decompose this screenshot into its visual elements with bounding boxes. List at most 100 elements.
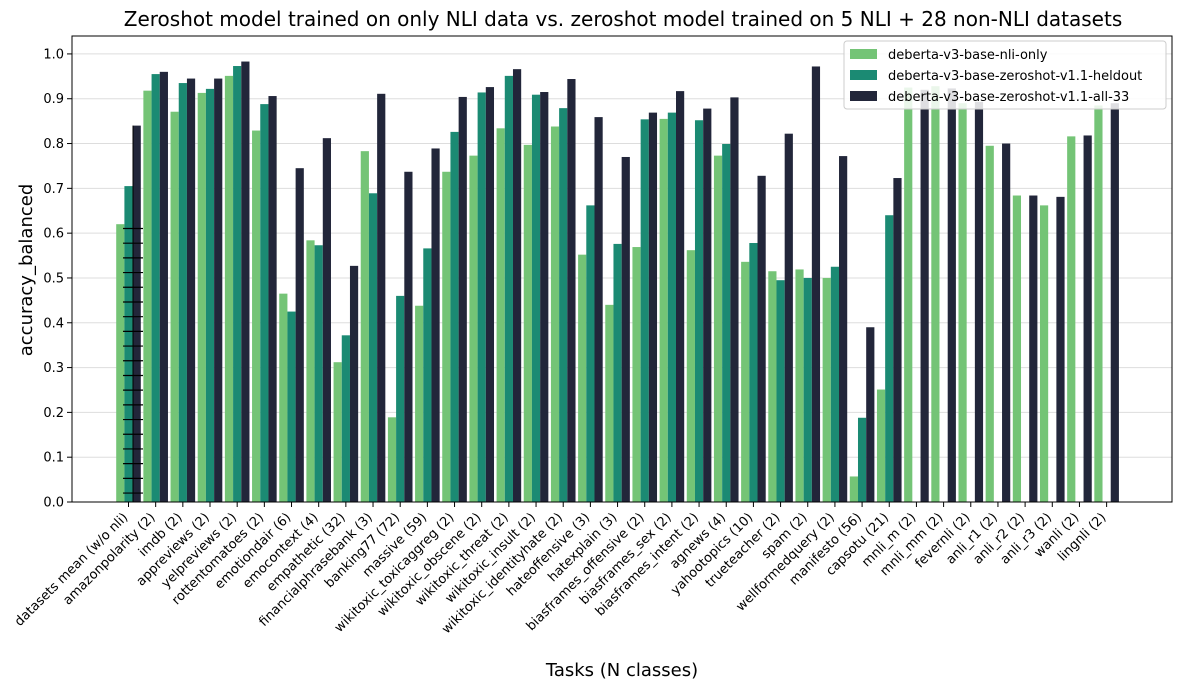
bar-1-1 (143, 90, 152, 503)
bar-1-16 (550, 126, 560, 502)
bar-1-33 (1012, 195, 1022, 502)
legend-box (843, 40, 1167, 110)
y-axis-ticks: 0.0 0.1 0.2 0.3 0.4 0.5 0.6 0.7 0.8 0.9 1.0 (43, 47, 72, 511)
bar-3-3 (214, 78, 223, 502)
plot-frame (71, 35, 1173, 503)
bar-2-2 (178, 83, 187, 502)
y-tick-label: 0.8 (43, 137, 64, 152)
bar-1-27 (849, 476, 858, 502)
y-tick-label: 0.2 (43, 406, 64, 421)
bar-3-16 (567, 79, 576, 502)
bar-1-23 (741, 261, 750, 502)
bar-2-20 (667, 112, 676, 502)
y-tick-label: 1.0 (43, 47, 64, 62)
bar-3-32 (1002, 143, 1011, 503)
bar-1-36 (1094, 105, 1103, 503)
bar-3-9 (377, 93, 386, 502)
bar-2-0 (124, 186, 133, 502)
bar-2-18 (613, 243, 622, 502)
bar-3-8 (349, 265, 359, 502)
y-tick-label: 0.9 (43, 92, 64, 107)
bars-layer (116, 61, 1119, 503)
legend-swatch-1 (850, 49, 877, 59)
legend-swatch-3 (850, 91, 877, 101)
bar-2-15 (531, 94, 541, 503)
bar-3-11 (431, 148, 440, 503)
bar-2-8 (341, 335, 350, 502)
bar-1-29 (904, 87, 913, 503)
bar-3-13 (485, 87, 495, 502)
bar-2-5 (260, 104, 269, 502)
bar-2-11 (423, 248, 432, 502)
bar-1-3 (197, 92, 206, 503)
y-tick-label: 0.5 (43, 271, 64, 286)
bar-2-22 (722, 143, 731, 502)
bar-2-23 (749, 243, 758, 502)
bar-1-15 (523, 144, 532, 502)
bar-2-4 (233, 66, 242, 503)
legend: deberta-v3-base-nli-only deberta-v3-base-… (843, 40, 1167, 110)
bar-3-1 (159, 71, 168, 502)
bar-1-22 (713, 155, 723, 502)
y-tick-label: 0.3 (43, 361, 64, 376)
bar-2-28 (885, 215, 894, 502)
bar-3-6 (295, 168, 304, 503)
bar-1-17 (578, 254, 587, 502)
bar-3-15 (540, 92, 549, 502)
bar-2-26 (830, 266, 840, 502)
bar-3-29 (920, 89, 929, 503)
bar-3-12 (458, 96, 467, 502)
bar-2-24 (776, 280, 785, 502)
bar-3-26 (839, 156, 848, 503)
bar-1-18 (605, 304, 614, 502)
bar-1-9 (360, 151, 369, 502)
bar-1-12 (442, 171, 451, 502)
bar-2-19 (640, 119, 649, 502)
bar-2-25 (803, 277, 812, 502)
bar-3-36 (1110, 103, 1119, 502)
bar-3-31 (974, 101, 984, 502)
bar-2-14 (504, 75, 513, 502)
bar-1-13 (469, 155, 478, 502)
bar-3-30 (947, 88, 956, 503)
bar-3-20 (676, 91, 685, 502)
bar-3-33 (1029, 195, 1038, 502)
bar-3-24 (784, 133, 793, 502)
bar-1-31 (958, 103, 967, 502)
bar-3-27 (866, 327, 875, 502)
bar-1-6 (279, 293, 288, 502)
bar-1-7 (306, 240, 315, 503)
y-tick-label: 0.1 (43, 451, 64, 466)
bar-1-25 (795, 269, 804, 502)
axes-layer (71, 35, 1173, 503)
x-axis-title: Tasks (N classes) (545, 660, 698, 681)
y-tick-label: 0.7 (43, 182, 64, 197)
bar-2-13 (477, 92, 486, 502)
bar-1-26 (822, 277, 831, 502)
bar-3-2 (186, 78, 196, 502)
bar-2-17 (586, 205, 595, 502)
y-tick-label: 0.6 (43, 227, 64, 242)
bar-3-5 (268, 96, 277, 503)
bar-3-28 (893, 178, 902, 502)
legend-label-1: deberta-v3-base-nli-only (888, 48, 1048, 63)
y-axis-title: accuracy_balanced (16, 184, 37, 357)
x-tick-label: datasets mean (w/o nli) (12, 510, 131, 629)
bar-3-19 (648, 112, 658, 502)
bar-2-10 (396, 295, 405, 502)
bar-2-27 (857, 417, 867, 502)
bar-1-2 (170, 111, 179, 502)
bar-2-12 (450, 131, 459, 502)
bar-3-25 (811, 66, 821, 502)
bar-1-20 (659, 118, 668, 503)
bar-3-10 (404, 171, 413, 502)
y-tick-label: 0.0 (43, 496, 64, 511)
legend-label-2: deberta-v3-base-zeroshot-v1.1-heldout (888, 69, 1142, 84)
bar-3-14 (512, 69, 522, 503)
bar-1-30 (931, 86, 940, 502)
bar-2-6 (287, 311, 296, 502)
legend-swatch-2 (850, 70, 877, 80)
bar-1-35 (1067, 136, 1076, 502)
bar-3-17 (594, 117, 603, 502)
